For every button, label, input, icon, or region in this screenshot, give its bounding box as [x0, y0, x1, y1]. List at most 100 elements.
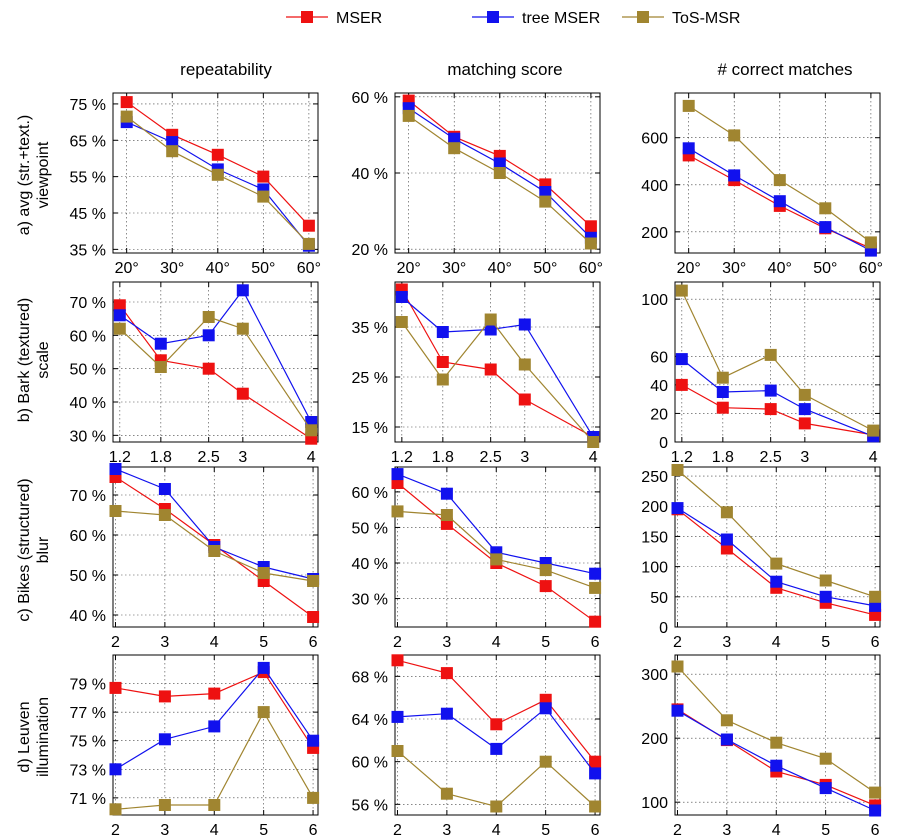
- panel-r2-c3-xtick-label-1: 1.8: [712, 449, 734, 466]
- panel-r4-c2-xtick-label-2: 4: [492, 822, 501, 839]
- panel-r4-c2: 2 3 4 5 6 56 % 60 % 64 % 68 %: [352, 654, 602, 839]
- panel-r3-c3-series-tos-msr-point-3: [819, 574, 832, 587]
- panel-r3-c2-ytick-label-1: 40 %: [352, 556, 388, 573]
- panel-r2-c3-ytick-label-2: 40: [650, 378, 668, 395]
- panel-r4-c1-ytick-label-4: 79 %: [70, 677, 106, 694]
- panel-r3-c3-series-tree-mser-point-0: [671, 502, 684, 515]
- panel-r2-c1-series-mser-point-2: [202, 362, 215, 375]
- panel-r1-c3-xtick-label-3: 50°: [813, 260, 837, 277]
- panel-r3-c3-xtick-label-2: 4: [772, 634, 781, 651]
- panel-r2-c2-series-mser: [395, 283, 600, 443]
- panel-r2-c2-series-tree-mser-point-1: [436, 326, 449, 338]
- panel-r3-c3-series-tos-msr-point-2: [770, 557, 783, 570]
- legend-marker-tree-mser: [487, 11, 499, 23]
- panel-r4-c3-series-tree-mser-point-4: [869, 804, 882, 817]
- panel-r1-c1-series-mser-point-3: [257, 170, 270, 183]
- panel-r1-c1-series-tos-msr-point-1: [166, 145, 179, 158]
- panel-r4-c2-series-tree-mser-point-3: [539, 702, 552, 715]
- panel-r2-c1-series-tos-msr-point-3: [236, 322, 249, 335]
- panel-r4-c1-series-tree-mser-point-1: [158, 733, 171, 746]
- panel-r2-c2-ytick-label-2: 35 %: [352, 320, 388, 337]
- panel-r3-c2-frame: [394, 466, 601, 628]
- panel-r1-c2-series-mser-point-4: [584, 220, 597, 233]
- panel-r3-c1-ytick-label-3: 70 %: [70, 488, 106, 505]
- panel-r4-c2-series-mser-point-0: [391, 654, 404, 667]
- panels: 20° 30° 40° 50° 60°35 %45 %55 %65 %75 %20° 30…: [70, 90, 883, 839]
- panel-r4-c3-series-tree-mser-point-1: [720, 733, 733, 746]
- panel-r4-c1-series-tree-mser-point-4: [307, 734, 320, 747]
- panel-r1-c1-ytick-label-3: 65 %: [70, 133, 106, 150]
- panel-r1-c2-series-tos-msr-line: [408, 115, 592, 244]
- panel-r2-c3-xtick-label-4: 4: [869, 449, 878, 466]
- panel-r2-c2-series-mser-point-1: [436, 356, 449, 368]
- panel-r3-c3-series-tos-msr: [671, 464, 882, 603]
- panel-r3-c3-series-tree-mser: [671, 502, 882, 612]
- panel-r3-c2-series-tos-msr-point-3: [539, 564, 552, 577]
- panel-r4-c2-series-tree-mser-point-2: [490, 742, 503, 755]
- panel-r1-c1-xtick-label-4: 60°: [297, 260, 321, 277]
- panel-r2-c1-ytick-label-4: 70 %: [70, 295, 106, 312]
- panel-r2-c1-series-tree-mser-point-1: [154, 337, 167, 350]
- row-label-d: d) Leuven illumination: [16, 697, 52, 777]
- panel-r1-c2: 20° 30° 40° 50° 60° 20 % 40 % 60 %: [352, 90, 603, 277]
- panel-r4-c1-ytick-label-1: 73 %: [70, 762, 106, 779]
- panel-r3-c3-xtick-label-3: 5: [821, 634, 830, 651]
- panel-r2-c1-xtick-label-0: 1.2: [109, 449, 131, 466]
- panel-r4-c3-series-tos-msr-point-0: [671, 660, 684, 673]
- panel-r4-c3-ytick-label-1: 200: [641, 731, 668, 748]
- panel-r1-c3-xtick-label-2: 40°: [768, 260, 792, 277]
- panel-r3-c2-ytick-label-2: 50 %: [352, 520, 388, 537]
- panel-r4-c2-series-tree-mser-point-4: [589, 767, 602, 780]
- panel-r1-c3-ytick-label-1: 400: [641, 178, 668, 195]
- panel-r4-c2-series-tos-msr-point-1: [440, 787, 453, 800]
- panel-r3-c1-series-tos-msr-point-4: [307, 575, 320, 587]
- panel-r3-c2-series-mser-point-3: [539, 580, 552, 593]
- panel-r4-c2-series-tos-msr-point-2: [490, 800, 503, 813]
- panel-r1-c3-series-tree-mser-point-3: [819, 221, 832, 234]
- panel-r4-c2-series-tos-msr: [391, 745, 602, 813]
- panel-r2-c3-xtick-label-3: 3: [800, 449, 809, 466]
- panel-r2-c1-ytick-label-2: 50 %: [70, 362, 106, 379]
- panel-r4-c2-series-tos-msr-point-0: [391, 745, 404, 757]
- panel-r1-c1-series-tos-msr-point-2: [211, 168, 224, 181]
- panel-r4-c2-xtick-label-0: 2: [393, 822, 402, 839]
- panel-r2-c2-xtick-label-2: 2.5: [480, 449, 502, 466]
- panel-r3-c1: 2 3 4 5 6 40 % 50 % 60 % 70 %: [70, 463, 320, 651]
- panel-r2-c1-frame: [112, 281, 319, 443]
- panel-r4-c2-series-tree-mser: [391, 702, 602, 780]
- panel-r2-c3-frame: [674, 281, 881, 443]
- panel-r3-c3-ytick-label-2: 100: [641, 560, 668, 577]
- panel-r2-c3-series-tos-msr-point-4: [867, 424, 880, 437]
- row-label-d-line1: d) Leuven: [16, 701, 33, 772]
- panel-r1-c2-ytick-label-1: 40 %: [352, 166, 388, 183]
- panel-r3-c1-ytick-label-0: 40 %: [70, 608, 106, 625]
- panel-r2-c1-series-tos-msr: [113, 311, 318, 437]
- panel-r3-c1-series-tos-msr-point-3: [257, 567, 270, 579]
- panel-r4-c1-ytick-label-0: 71 %: [70, 791, 106, 808]
- panel-r1-c3: 20° 30° 40° 50° 60° 200 400 600: [641, 92, 883, 277]
- panel-r2-c2-series-tos-msr-point-4: [587, 436, 600, 448]
- panel-r1-c1-series-tree-mser: [120, 116, 315, 252]
- panel-r1-c1-series-mser-point-4: [302, 219, 315, 232]
- panel-r4-c3-series-tree-mser-point-3: [819, 782, 832, 795]
- panel-r1-c1-frame: [112, 92, 319, 254]
- panel-r4-c2-series-mser-point-2: [490, 718, 503, 731]
- panel-r4-c3-series-tos-msr-point-2: [770, 736, 783, 749]
- legend-label-mser: MSER: [336, 10, 382, 27]
- panel-r3-c2-ytick-label-3: 60 %: [352, 485, 388, 502]
- panel-r2-c3-ytick-label-3: 60: [650, 349, 668, 366]
- panel-r4-c3-frame: [674, 654, 881, 816]
- panel-r3-c2-series-tree-mser-point-4: [589, 567, 602, 580]
- panel-r4-c1-series-tos-msr-point-4: [307, 791, 320, 804]
- panel-r1-c1-xtick-label-2: 40°: [206, 260, 230, 277]
- panel-r1-c3-ytick-label-2: 600: [641, 131, 668, 148]
- panel-r4-c2-series-tos-msr-point-3: [539, 755, 552, 768]
- panel-r2-c3-series-mser-line: [681, 384, 874, 436]
- panel-r3-c2-series-tos-msr: [391, 505, 602, 594]
- panel-r4-c2-ytick-label-0: 56 %: [352, 797, 388, 814]
- panel-r1-c3-series-tos-msr: [682, 99, 877, 249]
- panel-r3-c3-ytick-label-4: 200: [641, 499, 668, 516]
- legend: MSER tree MSER ToS-MSR: [286, 10, 740, 27]
- panel-r4-c1-series-tos-msr-point-3: [257, 706, 270, 719]
